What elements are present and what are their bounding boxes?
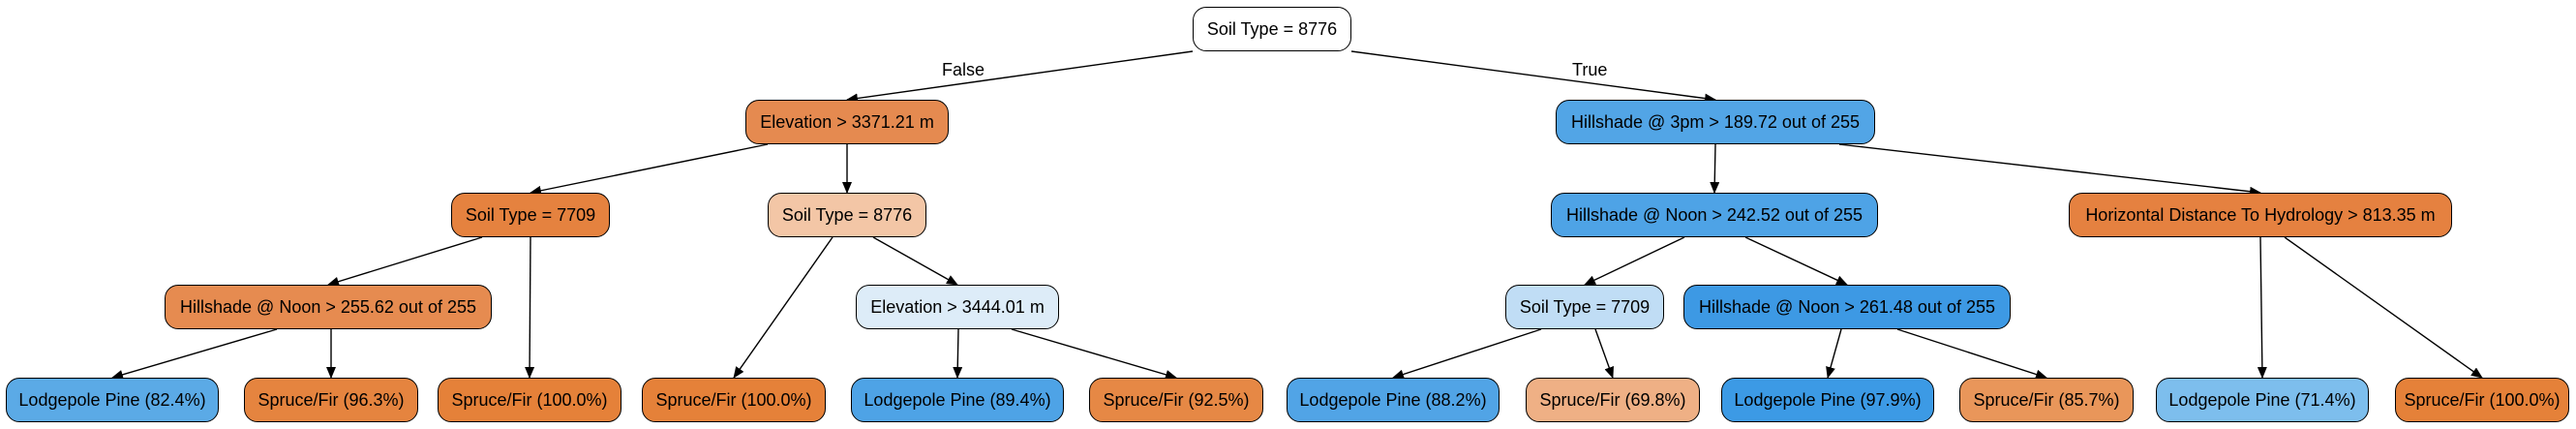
- edge-hdist-to-leaf11: [2257, 236, 2267, 379]
- node-hillshade-3pm: Hillshade @ 3pm > 189.72 out of 255: [1556, 100, 1875, 144]
- leaf-lodgepole-pine-71: Lodgepole Pine (71.4%): [2156, 378, 2369, 422]
- leaf-spruce-fir-69: Spruce/Fir (69.8%): [1526, 378, 1700, 422]
- edge-soil8776b-to-leaf4: [733, 236, 833, 379]
- leaf-spruce-fir-92: Spruce/Fir (92.5%): [1089, 378, 1263, 422]
- edge-root-to-elev1: [846, 50, 1194, 104]
- node-soil-type-8776: Soil Type = 8776: [768, 193, 926, 237]
- node-soil-type-7709: Soil Type = 7709: [451, 193, 610, 237]
- edge-hsnoon3-to-leaf9: [1826, 328, 1842, 379]
- edge-hs3-to-hsnoon1: [1710, 143, 1720, 194]
- edge-elev1-to-soil7709a: [530, 143, 769, 196]
- node-elevation-3444: Elevation > 3444.01 m: [856, 285, 1059, 329]
- true-branch-label: True: [1572, 60, 1608, 79]
- edge-soil7709b-to-leaf7: [1392, 328, 1542, 380]
- edge-root-to-hs3: [1350, 50, 1716, 104]
- node-soil-type-7709-b: Soil Type = 7709: [1505, 285, 1664, 329]
- edge-hsnoon1-to-soil7709b: [1584, 236, 1685, 286]
- edge-hsnoon3-to-leaf10: [1896, 328, 2047, 380]
- edge-hdist-to-leaf12: [2284, 236, 2483, 379]
- leaf-spruce-fir-100-c: Spruce/Fir (100.0%): [2395, 378, 2569, 422]
- leaf-spruce-fir-85: Spruce/Fir (85.7%): [1959, 378, 2134, 422]
- node-elevation-3371: Elevation > 3371.21 m: [745, 100, 949, 144]
- false-branch-label: False: [942, 60, 985, 79]
- leaf-lodgepole-pine-88: Lodgepole Pine (88.2%): [1287, 378, 1500, 422]
- node-hillshade-noon-261: Hillshade @ Noon > 261.48 out of 255: [1683, 285, 2011, 329]
- edge-hsnoon1-to-hsnoon3: [1744, 236, 1848, 286]
- edge-elev2-to-leaf5: [953, 328, 963, 379]
- leaf-spruce-fir-96: Spruce/Fir (96.3%): [244, 378, 418, 422]
- root-node-soil-type: Soil Type = 8776: [1193, 7, 1351, 51]
- edge-soil7709a-to-hsnoon2: [327, 236, 483, 287]
- leaf-spruce-fir-100-b: Spruce/Fir (100.0%): [642, 378, 826, 422]
- leaf-lodgepole-pine-82: Lodgepole Pine (82.4%): [6, 378, 219, 422]
- edge-soil7709b-to-leaf8: [1594, 328, 1614, 379]
- leaf-spruce-fir-100-a: Spruce/Fir (100.0%): [438, 378, 621, 422]
- leaf-lodgepole-pine-97: Lodgepole Pine (97.9%): [1721, 378, 1934, 422]
- edge-elev2-to-leaf6: [1011, 328, 1177, 380]
- node-hillshade-noon-242: Hillshade @ Noon > 242.52 out of 255: [1551, 193, 1878, 237]
- edge-soil8776b-to-elev2: [872, 236, 958, 286]
- node-hillshade-noon-255: Hillshade @ Noon > 255.62 out of 255: [165, 285, 492, 329]
- leaf-lodgepole-pine-89: Lodgepole Pine (89.4%): [851, 378, 1064, 422]
- node-horizontal-distance-hydrology: Horizontal Distance To Hydrology > 813.3…: [2069, 193, 2452, 237]
- edge-hs3-to-hdist: [1838, 143, 2261, 197]
- edge-hsnoon2-to-leaf1: [111, 328, 278, 380]
